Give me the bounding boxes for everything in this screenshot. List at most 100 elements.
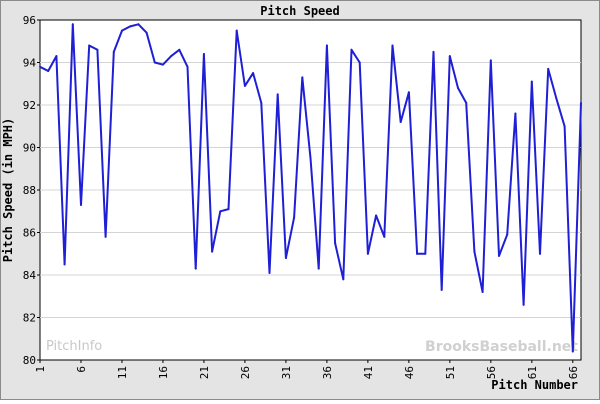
x-tick-label-66: 66: [567, 366, 580, 379]
data-point-59: [514, 112, 517, 115]
data-point-38: [342, 278, 345, 281]
x-tick-label-11: 11: [116, 366, 129, 379]
data-point-39: [350, 48, 353, 51]
data-point-47: [416, 252, 419, 255]
data-point-34: [309, 157, 312, 160]
data-point-3: [55, 55, 58, 58]
data-point-1: [39, 65, 41, 68]
data-point-12: [129, 25, 132, 28]
y-tick-label-94: 94: [23, 57, 37, 70]
data-point-46: [407, 91, 410, 94]
x-tick-label-51: 51: [444, 366, 457, 379]
data-point-30: [276, 93, 279, 96]
data-point-5: [71, 23, 74, 26]
data-point-31: [284, 257, 287, 259]
data-point-25: [235, 29, 238, 32]
data-point-66: [571, 350, 574, 353]
data-point-49: [432, 50, 435, 53]
data-point-14: [145, 31, 148, 34]
data-point-57: [498, 254, 501, 257]
pitchinfo-watermark: PitchInfo: [46, 339, 102, 354]
data-point-33: [301, 76, 304, 79]
x-tick-label-46: 46: [403, 366, 416, 379]
data-point-51: [448, 55, 451, 58]
x-tick-label-6: 6: [75, 366, 88, 373]
y-tick-label-86: 86: [23, 227, 36, 240]
data-point-24: [227, 208, 230, 211]
data-point-36: [325, 44, 328, 47]
data-point-58: [506, 233, 509, 236]
data-point-45: [399, 121, 402, 123]
data-point-2: [47, 70, 50, 72]
watermarks: PitchInfo BrooksBaseball.net: [46, 339, 578, 355]
data-point-62: [539, 252, 542, 255]
x-axis-ticks: 1 6 11 16 21 26 31 36 41 46 51 56 61 66: [34, 360, 580, 379]
data-point-55: [481, 291, 484, 293]
y-tick-label-90: 90: [23, 142, 36, 155]
data-point-44: [391, 44, 394, 47]
data-point-65: [563, 125, 566, 128]
data-point-15: [153, 61, 156, 64]
chart-title: Pitch Speed: [260, 4, 339, 18]
data-point-18: [178, 48, 181, 51]
y-axis-label: Pitch Speed (in MPH): [1, 118, 15, 263]
x-tick-label-36: 36: [321, 366, 334, 379]
data-point-22: [211, 250, 214, 253]
data-point-32: [293, 216, 296, 219]
y-axis-ticks: 80 82 84 86 88 90 92 94 96: [23, 14, 40, 367]
data-point-63: [547, 67, 550, 70]
data-point-13: [137, 23, 140, 26]
x-tick-label-16: 16: [157, 366, 170, 379]
data-point-6: [79, 203, 82, 206]
data-point-7: [88, 44, 91, 47]
data-point-41: [366, 252, 369, 255]
data-point-43: [383, 235, 386, 238]
data-point-28: [260, 101, 263, 104]
data-point-50: [440, 288, 443, 291]
data-point-19: [186, 65, 189, 68]
data-point-37: [334, 242, 337, 245]
y-tick-label-84: 84: [23, 269, 37, 282]
x-tick-label-41: 41: [362, 366, 375, 379]
data-point-40: [358, 61, 361, 64]
data-point-60: [522, 303, 525, 306]
data-point-42: [375, 214, 378, 217]
x-tick-label-56: 56: [485, 366, 498, 379]
data-point-8: [96, 48, 99, 51]
data-point-29: [268, 271, 271, 274]
data-point-64: [555, 97, 558, 100]
data-point-53: [465, 101, 468, 104]
y-tick-label-82: 82: [23, 312, 36, 325]
x-tick-label-1: 1: [34, 366, 47, 373]
data-point-9: [104, 235, 107, 238]
data-point-67: [580, 101, 582, 104]
x-tick-label-31: 31: [280, 366, 293, 379]
data-point-4: [63, 263, 66, 266]
x-tick-label-26: 26: [239, 366, 252, 379]
data-point-56: [489, 59, 492, 62]
data-point-26: [243, 84, 246, 87]
brooksbaseball-watermark: BrooksBaseball.net: [425, 339, 578, 355]
y-tick-label-92: 92: [23, 99, 36, 112]
y-tick-label-96: 96: [23, 14, 36, 27]
data-point-11: [120, 29, 123, 32]
data-point-20: [194, 267, 197, 270]
data-point-17: [170, 55, 173, 58]
data-point-16: [161, 63, 164, 66]
data-point-21: [202, 53, 205, 55]
x-tick-label-21: 21: [198, 366, 211, 379]
data-point-52: [457, 87, 460, 89]
data-point-54: [473, 250, 476, 253]
gridlines: [40, 62, 581, 318]
data-point-10: [112, 50, 115, 53]
series-group: [39, 23, 582, 353]
x-axis-label: Pitch Number: [491, 378, 578, 392]
data-point-23: [219, 210, 222, 213]
x-tick-label-61: 61: [526, 366, 539, 379]
data-point-27: [252, 72, 255, 75]
data-point-35: [317, 267, 320, 270]
y-tick-label-80: 80: [23, 354, 36, 367]
data-point-61: [530, 80, 533, 83]
